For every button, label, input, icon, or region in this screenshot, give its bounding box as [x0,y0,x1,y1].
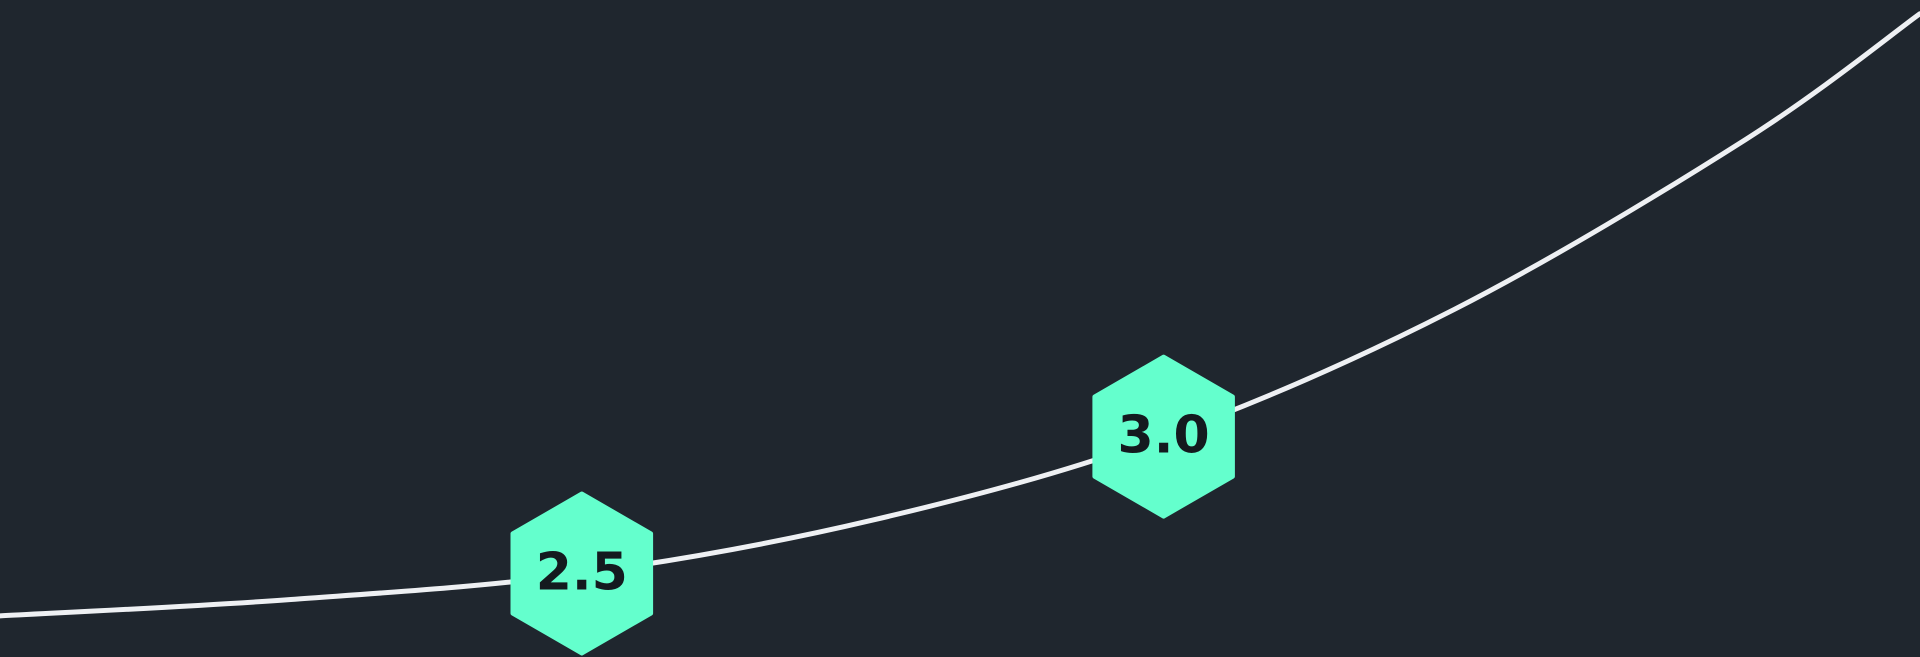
data-point-label: 2.5 [536,543,628,603]
hexagon-marker-shape [510,491,654,656]
data-point-marker: 3.0 [1092,354,1235,519]
series-line [0,11,1920,619]
marker-group: 2.5 3.0 [510,354,1235,656]
data-point-marker: 2.5 [510,491,654,656]
hexagon-marker-shape [1092,354,1235,519]
data-point-label: 3.0 [1118,406,1210,466]
